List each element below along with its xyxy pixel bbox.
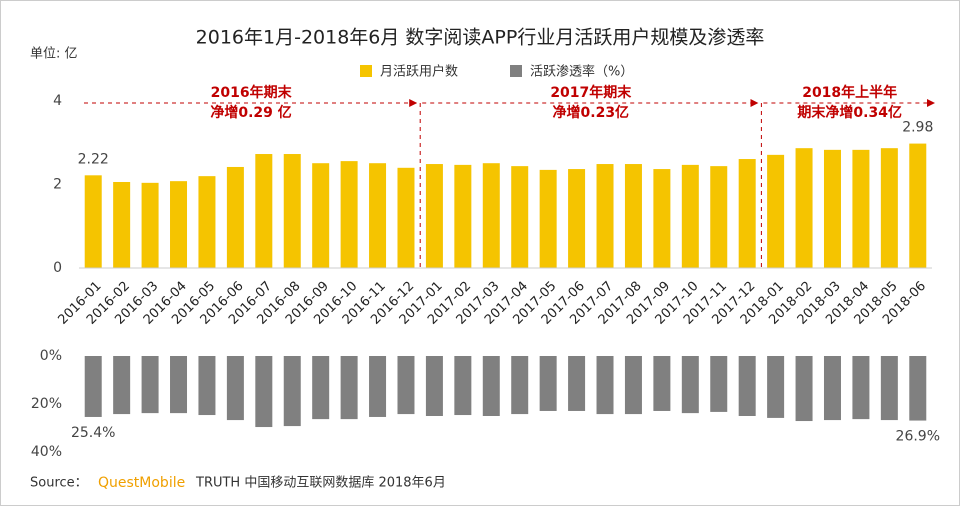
annotation: 2017年期末: [550, 84, 632, 101]
bar: [198, 356, 216, 416]
y-tick-label: 2: [53, 177, 62, 193]
bar: [482, 163, 500, 268]
bar: [795, 356, 813, 422]
bar: [312, 163, 330, 268]
bar: [767, 356, 785, 418]
bar: [340, 161, 358, 268]
bar: [596, 164, 614, 268]
chart-title: 2016年1月-2018年6月 数字阅读APP行业月活跃用户规模及渗透率: [196, 27, 765, 49]
bar: [880, 148, 898, 268]
annotation-bg: [547, 84, 636, 101]
bar: [255, 154, 273, 268]
bar: [141, 182, 159, 268]
bar: [84, 356, 102, 417]
unit-label: 单位: 亿: [30, 47, 78, 62]
y-tick-label: 4: [53, 93, 62, 109]
legend-swatch: [510, 65, 522, 77]
bar: [909, 143, 927, 268]
annotation-bg: [799, 84, 901, 101]
bar: [738, 159, 756, 268]
annotation-bg: [207, 84, 296, 101]
bar: [511, 356, 529, 415]
annotation: 2018年上半年: [802, 84, 897, 101]
annotation: 净增0.29 亿: [210, 104, 291, 121]
bar: [568, 169, 586, 268]
bar: [823, 356, 841, 421]
annotation: 期末净增0.34亿: [797, 104, 902, 121]
legend-label: 月活跃用户数: [380, 64, 458, 80]
bar: [283, 154, 301, 268]
bar: [710, 356, 728, 412]
bar: [425, 356, 443, 416]
y-tick-label: 0%: [40, 348, 62, 364]
bar: [397, 167, 415, 268]
bar: [454, 164, 472, 268]
bar: [852, 149, 870, 268]
bar: [170, 356, 188, 414]
y-tick-label: 20%: [31, 396, 62, 412]
bar: [170, 181, 188, 268]
bar: [226, 166, 244, 268]
source-text: TRUTH 中国移动互联网数据库 2018年6月: [195, 475, 446, 491]
bar: [823, 149, 841, 268]
bar: [397, 356, 415, 415]
bar: [141, 356, 159, 414]
legend-swatch: [360, 65, 372, 77]
value-label: 2.22: [78, 151, 109, 167]
annotation-bg: [549, 104, 633, 121]
bar: [198, 176, 216, 268]
bar: [624, 356, 642, 415]
source-brand: QuestMobile: [98, 475, 185, 491]
y-tick-label: 0: [53, 260, 62, 276]
source-prefix: Source：: [30, 476, 88, 491]
bar: [568, 356, 586, 411]
annotation-bg: [794, 104, 905, 121]
bar: [312, 356, 330, 420]
bar: [539, 356, 557, 411]
bar: [596, 356, 614, 415]
bar: [653, 356, 671, 411]
bar: [681, 164, 699, 268]
bar: [710, 166, 728, 268]
annotation-bg: [207, 104, 295, 121]
bar: [340, 356, 358, 420]
bar: [511, 166, 529, 268]
bar: [255, 356, 273, 428]
legend-label: 活跃渗透率（%）: [530, 64, 633, 80]
bar: [653, 169, 671, 268]
bar: [909, 356, 927, 421]
bar: [369, 356, 387, 417]
bar: [539, 169, 557, 268]
bar: [84, 175, 102, 268]
bar: [852, 356, 870, 420]
bar: [454, 356, 472, 416]
bar: [482, 356, 500, 416]
bar: [113, 181, 131, 268]
bar: [880, 356, 898, 421]
annotation: 2016年期末: [211, 84, 293, 101]
bar: [113, 356, 131, 415]
bar: [624, 164, 642, 268]
bar: [283, 356, 301, 427]
y-tick-label: 40%: [31, 444, 62, 460]
bar: [767, 154, 785, 268]
value-label: 25.4%: [71, 425, 115, 441]
bar: [425, 164, 443, 268]
bar: [226, 356, 244, 421]
value-label: 2.98: [902, 120, 933, 136]
value-label: 26.9%: [896, 429, 940, 445]
bar: [369, 163, 387, 268]
bar: [681, 356, 699, 414]
annotation: 净增0.23亿: [553, 104, 630, 121]
bar: [738, 356, 756, 416]
bar: [795, 148, 813, 268]
